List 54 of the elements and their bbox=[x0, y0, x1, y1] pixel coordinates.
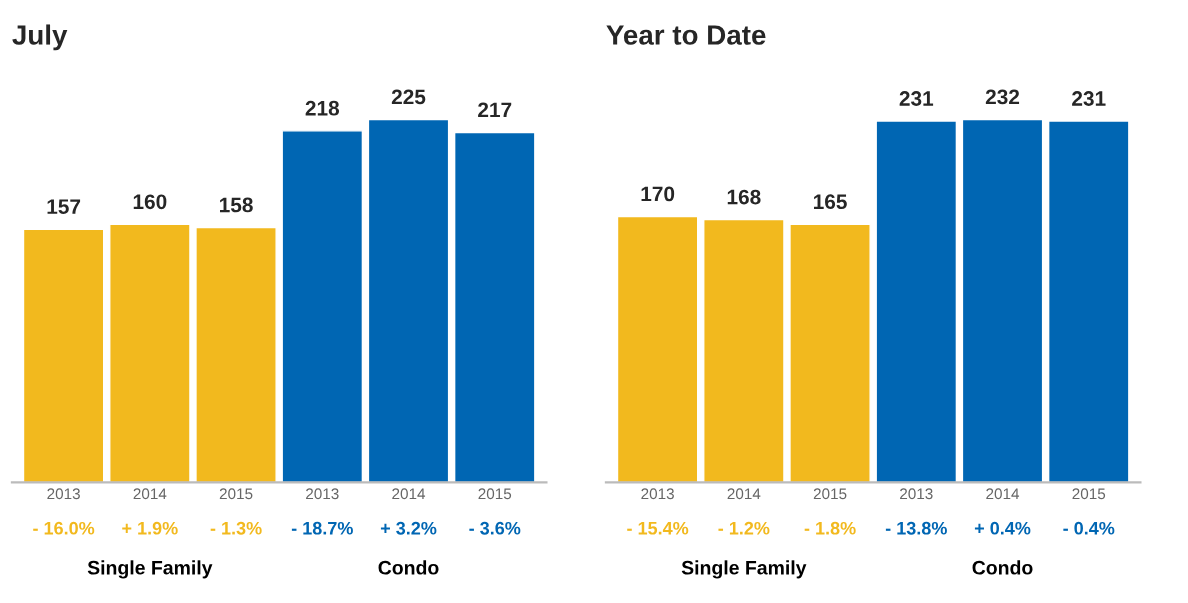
x-tick-label: 2015 bbox=[813, 488, 847, 500]
bar bbox=[961, 118, 1044, 483]
text: - 1.2% bbox=[718, 521, 770, 535]
x-tick-label: 2013 bbox=[306, 488, 339, 500]
text: - 3.6% bbox=[469, 521, 521, 535]
data-label: 231 bbox=[1072, 91, 1106, 106]
text: + 0.4% bbox=[974, 521, 1031, 535]
bar bbox=[616, 215, 699, 483]
text: Single Family bbox=[681, 560, 807, 579]
text: - 1.3% bbox=[210, 521, 262, 535]
bar bbox=[1047, 120, 1130, 483]
text: - 15.4% bbox=[627, 521, 689, 535]
bar bbox=[875, 120, 958, 483]
text: Condo bbox=[378, 560, 439, 575]
chart-title: July bbox=[12, 24, 68, 51]
data-label: 231 bbox=[899, 91, 934, 106]
data-label: 170 bbox=[641, 186, 675, 202]
text: - 13.8% bbox=[885, 521, 947, 535]
bar bbox=[109, 223, 191, 483]
x-tick-label: 2013 bbox=[47, 488, 80, 500]
text: + 3.2% bbox=[380, 521, 437, 535]
x-tick-label: 2015 bbox=[219, 488, 253, 500]
text: Condo bbox=[972, 560, 1033, 575]
x-tick-label: 2013 bbox=[900, 488, 933, 500]
x-tick-label: 2014 bbox=[133, 488, 167, 500]
text: + 1.9% bbox=[122, 521, 178, 535]
data-label: 218 bbox=[305, 100, 340, 116]
x-tick-label: 2015 bbox=[478, 488, 512, 500]
bar bbox=[195, 226, 277, 483]
data-label: 168 bbox=[727, 189, 761, 205]
bar bbox=[367, 118, 450, 483]
data-label: 158 bbox=[220, 197, 253, 213]
data-label: 225 bbox=[391, 89, 426, 105]
bar bbox=[703, 218, 785, 483]
x-tick-label: 2013 bbox=[641, 488, 674, 500]
x-tick-label: 2015 bbox=[1072, 488, 1106, 500]
text: - 1.8% bbox=[804, 521, 856, 535]
data-label: 217 bbox=[478, 102, 512, 117]
x-tick-label: 2014 bbox=[986, 488, 1020, 500]
data-label: 160 bbox=[133, 194, 167, 210]
bar bbox=[281, 130, 364, 483]
x-tick-label: 2014 bbox=[727, 488, 761, 500]
text: - 0.4% bbox=[1063, 521, 1115, 535]
text: - 16.0% bbox=[33, 521, 95, 535]
bar bbox=[453, 131, 536, 483]
text: - 18.7% bbox=[291, 521, 353, 535]
chart-title: Year to Date bbox=[606, 25, 766, 45]
bar bbox=[22, 228, 105, 483]
data-label: 232 bbox=[985, 89, 1020, 105]
x-tick-label: 2014 bbox=[392, 488, 426, 500]
text: Single Family bbox=[87, 560, 213, 579]
data-label: 165 bbox=[814, 194, 847, 210]
bar bbox=[789, 223, 871, 483]
data-label: 157 bbox=[47, 199, 81, 214]
